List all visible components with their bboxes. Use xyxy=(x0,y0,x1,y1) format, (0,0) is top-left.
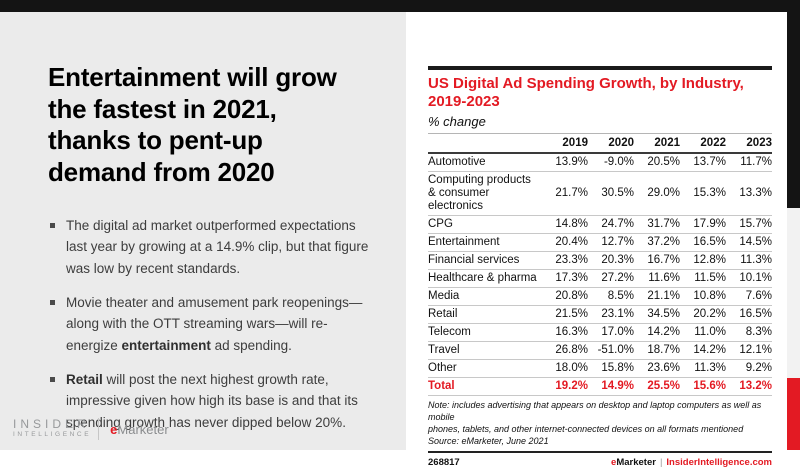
chart-subtitle: % change xyxy=(428,114,486,129)
table-row: Telecom 16.3% 17.0% 14.2% 11.0% 8.3% xyxy=(428,324,772,342)
table-header-row: 2019 2020 2021 2022 2023 xyxy=(428,133,772,154)
footer-separator: | xyxy=(659,456,663,468)
edge-segment-gray xyxy=(787,208,800,378)
edge-segment-black xyxy=(787,0,800,208)
column-header-blank xyxy=(428,134,542,154)
chart-title: US Digital Ad Spending Growth, by Indust… xyxy=(428,75,744,110)
footer-site-link[interactable]: InsiderIntelligence.com xyxy=(666,456,772,468)
table-row: Healthcare & pharma 17.3% 27.2% 11.6% 11.5% 1… xyxy=(428,270,772,288)
insider-wordmark-line1: INSIDER xyxy=(13,417,90,432)
emarketer-rest: Marketer xyxy=(117,421,169,437)
table-row: Automotive 13.9% -9.0% 20.5% 13.7% 11.7% xyxy=(428,153,772,172)
footer-brand: eMarketer | InsiderIntelligence.com xyxy=(611,457,772,468)
table-row: Media 20.8% 8.5% 21.1% 10.8% 7.6% xyxy=(428,288,772,306)
logo-divider xyxy=(98,418,100,440)
table-row: Financial services 23.3% 20.3% 16.7% 12.8% 11… xyxy=(428,252,772,270)
column-header: 2019 xyxy=(562,137,588,149)
bullet-item: Retail will post the next highest growth… xyxy=(48,369,378,433)
right-edge-strip xyxy=(787,0,800,450)
table-row: Retail 21.5% 23.1% 34.5% 20.2% 16.5% xyxy=(428,306,772,324)
top-accent-bar xyxy=(0,0,800,12)
bullet-list: The digital ad market outperformed expec… xyxy=(48,215,378,433)
emarketer-wordmark: eMarketer xyxy=(110,422,169,437)
chart-panel: US Digital Ad Spending Growth, by Indust… xyxy=(428,66,772,468)
insider-intelligence-wordmark: INSIDER INTELLIGENCE xyxy=(13,417,92,440)
table-row: Other 18.0% 15.8% 23.6% 11.3% 9.2% xyxy=(428,360,772,378)
chart-footer: 268817 eMarketer | InsiderIntelligence.com xyxy=(428,450,772,468)
column-header: 2022 xyxy=(700,137,726,149)
edge-segment-red xyxy=(787,378,800,450)
table-body: Automotive 13.9% -9.0% 20.5% 13.7% 11.7% Compu… xyxy=(428,153,772,396)
chart-source: Source: eMarketer, June 2021 xyxy=(428,436,549,447)
left-panel: Entertainment will grow the fastest in 2… xyxy=(0,12,406,450)
column-header: 2020 xyxy=(608,137,634,149)
chart-id: 268817 xyxy=(428,456,460,468)
data-table: 2019 2020 2021 2022 2023 Automotive 13.9% -9.0… xyxy=(428,133,772,396)
table-row: Computing products & consumer electronic… xyxy=(428,172,772,216)
table-row: Entertainment 20.4% 12.7% 37.2% 16.5% 14.5% xyxy=(428,234,772,252)
table-row: Travel 26.8% -51.0% 18.7% 14.2% 12.1% xyxy=(428,342,772,360)
bullet-item: The digital ad market outperformed expec… xyxy=(48,215,378,279)
footer-emarketer-rest: Marketer xyxy=(616,456,656,468)
column-header: 2021 xyxy=(654,137,680,149)
emarketer-e: e xyxy=(110,421,118,437)
brand-logo: INSIDER INTELLIGENCE eMarketer xyxy=(13,417,169,440)
table-total-row: Total 19.2% 14.9% 25.5% 15.6% 13.2% xyxy=(428,378,772,396)
chart-note: Note: includes advertising that appears … xyxy=(428,400,762,435)
insider-wordmark-line2: INTELLIGENCE xyxy=(13,431,92,439)
column-header: 2023 xyxy=(746,137,772,149)
table-row: CPG 14.8% 24.7% 31.7% 17.9% 15.7% xyxy=(428,216,772,234)
chart-top-rule xyxy=(428,66,772,70)
bullet-item: Movie theater and amusement park reopeni… xyxy=(48,292,378,356)
headline: Entertainment will grow the fastest in 2… xyxy=(48,62,337,188)
